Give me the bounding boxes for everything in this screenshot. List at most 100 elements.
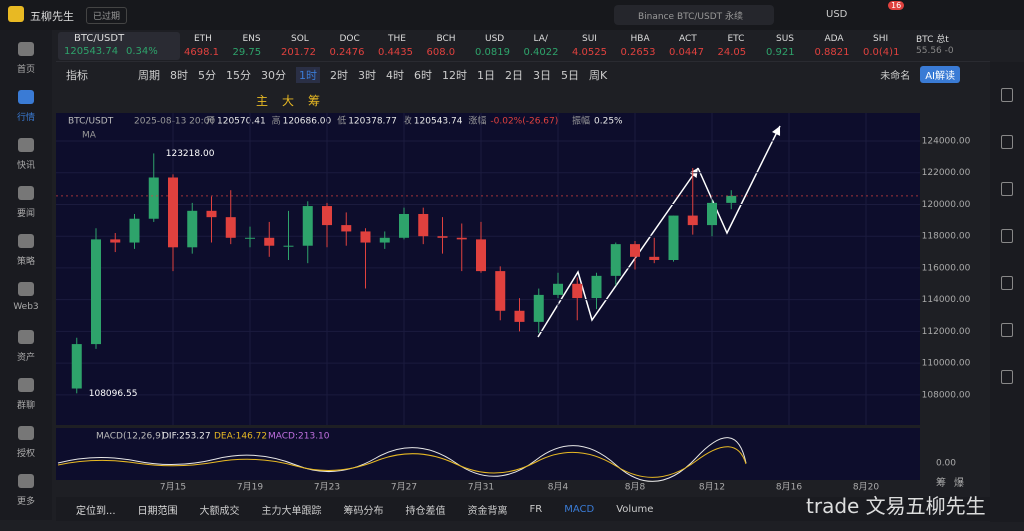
ticker-name: ENS	[242, 34, 261, 44]
tab[interactable]: 日期范围	[137, 505, 178, 517]
ticker[interactable]: SOL 201.72	[281, 33, 329, 59]
interval[interactable]: 2日	[505, 68, 523, 82]
interval[interactable]: 6时	[414, 68, 432, 82]
x-tick-label: 8月12	[699, 482, 725, 493]
ticker[interactable]: SHI 0.0(4)1	[863, 33, 911, 59]
y-tick-label: 110000.00	[922, 359, 971, 369]
tab[interactable]: 资金背离	[467, 505, 508, 517]
badge: 16	[888, 1, 905, 10]
ticker[interactable]: BCH 608.0	[427, 33, 475, 59]
y-tick-label: 120000.00	[922, 200, 971, 210]
candle-body	[630, 244, 640, 257]
ticker[interactable]: ETH 4698.1	[184, 33, 232, 59]
interval[interactable]: 8时	[170, 68, 188, 82]
interval[interactable]: 1日	[477, 68, 495, 82]
candle-body	[360, 231, 371, 243]
side-icon[interactable]	[1001, 182, 1013, 196]
x-tick-label: 8月20	[853, 482, 879, 493]
tab[interactable]: 定位到...	[76, 505, 116, 517]
candle-body	[476, 239, 486, 272]
nav-label[interactable]: 快讯	[16, 161, 35, 171]
layout-name[interactable]: 未命名	[880, 71, 911, 82]
draw-tool[interactable]: 大	[282, 93, 295, 108]
nav-label[interactable]: 要闻	[16, 209, 35, 219]
period-button[interactable]: 周期	[138, 68, 160, 82]
interval[interactable]: 周K	[589, 68, 608, 82]
candle-body	[649, 256, 660, 260]
candle-body	[283, 245, 294, 247]
ticker[interactable]: DOC 0.2476	[330, 33, 378, 59]
nav-label[interactable]: 更多	[16, 497, 35, 507]
interval[interactable]: 5日	[561, 68, 579, 82]
ticker-price: 608.0	[426, 47, 456, 58]
y-tick-label: 118000.00	[922, 232, 971, 242]
ticker[interactable]: USD 0.0819	[475, 33, 523, 59]
candle-body	[245, 237, 255, 239]
x-tick-label: 7月27	[391, 482, 417, 493]
tab[interactable]: MACD	[564, 503, 595, 515]
nav-icon	[18, 330, 34, 344]
side-icon[interactable]	[1001, 88, 1013, 102]
ticker[interactable]: SUS 0.921	[766, 33, 814, 59]
draw-tool[interactable]: 筹	[308, 93, 321, 108]
draw-tool[interactable]: 主	[256, 93, 269, 108]
interval[interactable]: 15分	[226, 68, 251, 82]
ai-button[interactable]: AI解读	[920, 66, 960, 83]
tab[interactable]: 筹码分布	[343, 505, 384, 517]
ticker[interactable]: ENS 29.75	[233, 33, 281, 59]
side-icon[interactable]	[1001, 229, 1013, 243]
candle-body	[707, 202, 717, 226]
ticker[interactable]: THE 0.4435	[378, 33, 426, 59]
tab[interactable]: FR	[529, 503, 543, 515]
interval[interactable]: 4时	[386, 68, 404, 82]
interval[interactable]: 1时	[296, 66, 320, 83]
nav-label[interactable]: 授权	[16, 449, 35, 459]
candle-body	[572, 283, 583, 299]
x-tick-label: 7月23	[314, 482, 340, 493]
ticker-name: ETH	[194, 34, 212, 44]
ticker-name: ACT	[679, 34, 697, 44]
interval[interactable]: 2时	[330, 68, 348, 82]
ticker[interactable]: HBA 0.2653	[621, 33, 669, 59]
side-icon[interactable]	[1001, 135, 1013, 149]
ticker[interactable]: ADA 0.8821	[815, 33, 863, 59]
side-icon[interactable]	[1001, 276, 1013, 290]
tab[interactable]: 主力大单跟踪	[261, 505, 322, 517]
macd-tick-label: 0.00	[936, 459, 956, 469]
nav-label[interactable]: Web3	[13, 302, 39, 312]
currency[interactable]: USD	[826, 9, 848, 20]
ticker[interactable]: ETC 24.05	[718, 33, 766, 59]
ticker-price: 0.0447	[669, 47, 704, 58]
nav-label[interactable]: 行情	[16, 113, 35, 123]
ticker-name: THE	[388, 34, 406, 44]
search[interactable]: Binance BTC/USDT 永续	[614, 5, 774, 25]
field-value: 120686.00	[283, 117, 332, 127]
nav-label[interactable]: 策略	[16, 257, 35, 267]
macd-line	[57, 437, 747, 482]
ticker-price: 0.8821	[814, 47, 850, 58]
interval[interactable]: 12时	[442, 68, 467, 82]
interval[interactable]: 3时	[358, 68, 376, 82]
tab[interactable]: Volume	[616, 503, 654, 515]
nav-label[interactable]: 群聊	[16, 401, 35, 411]
nav-icon	[18, 42, 34, 56]
nav-label[interactable]: 资产	[16, 353, 35, 363]
ticker-name: SHI	[873, 34, 889, 44]
tab[interactable]: 持仓差值	[405, 505, 446, 517]
interval[interactable]: 3日	[533, 68, 551, 82]
ticker[interactable]: ACT 0.0447	[669, 33, 717, 59]
axis-tool[interactable]: 爆	[954, 477, 964, 489]
ticker[interactable]: SUI 4.0525	[572, 33, 620, 59]
ticker[interactable]: LA/0.4022	[524, 33, 572, 59]
x-tick-label: 7月15	[160, 482, 186, 493]
side-icon[interactable]	[1001, 370, 1013, 384]
indicator-button[interactable]: 指标	[66, 68, 88, 82]
side-icon[interactable]	[1001, 323, 1013, 337]
interval[interactable]: 30分	[261, 68, 286, 82]
main-ticker[interactable]: BTC/USDT 120543.74 0.34%	[58, 32, 180, 60]
axis-tool[interactable]: 筹	[936, 476, 946, 489]
tab[interactable]: 大额成交	[199, 505, 240, 517]
nav-label[interactable]: 首页	[16, 65, 35, 75]
nav-icon	[18, 234, 34, 248]
interval[interactable]: 5分	[198, 68, 216, 82]
